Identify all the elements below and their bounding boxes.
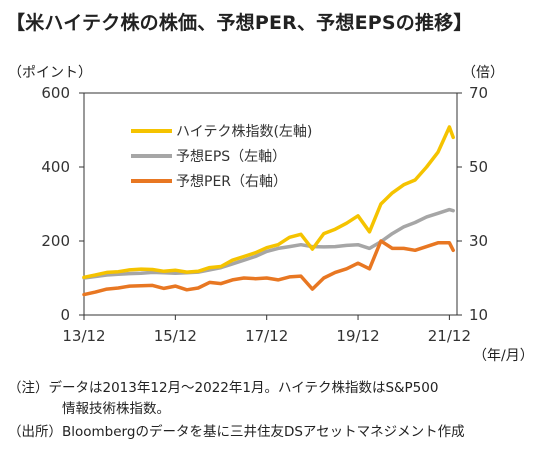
x-tick-label: 17/12 [245, 327, 288, 345]
x-tick-label: 15/12 [154, 327, 197, 345]
note-line-2: 情報技術株指数。 [62, 401, 170, 417]
x-tick-label: 21/12 [428, 327, 471, 345]
eps-line [82, 207, 455, 280]
legend-per-label: 予想PER（右軸） [176, 174, 287, 190]
left-axis-unit: （ポイント） [8, 65, 92, 81]
x-tick-label: 19/12 [336, 327, 379, 345]
left-tick-label: 400 [41, 158, 70, 176]
per-line [82, 239, 455, 297]
right-axis-unit: （倍） [462, 65, 504, 81]
right-tick-label: 70 [469, 84, 488, 102]
index-line [82, 125, 455, 280]
note-line-1: （注）データは2013年12月～2022年1月。ハイテク株指数はS&P500 [8, 380, 439, 396]
x-axis-unit: （年/月） [473, 348, 534, 364]
source-note: （出所）Bloombergのデータを基に三井住友DSアセットマネジメント作成 [8, 424, 465, 440]
left-tick-label: 0 [60, 306, 70, 324]
right-tick-label: 30 [469, 232, 488, 250]
x-tick-label: 13/12 [62, 327, 105, 345]
plot-frame [83, 92, 458, 316]
legend-index-label: ハイテク株指数(左軸) [176, 124, 312, 140]
right-tick-label: 10 [469, 306, 488, 324]
right-tick-label: 50 [469, 158, 488, 176]
chart-title: 【米ハイテク株の株価、予想PER、予想EPSの推移】 [6, 12, 473, 34]
left-tick-label: 600 [41, 84, 70, 102]
legend-eps-label: 予想EPS（左軸） [176, 149, 286, 165]
left-tick-label: 200 [41, 232, 70, 250]
